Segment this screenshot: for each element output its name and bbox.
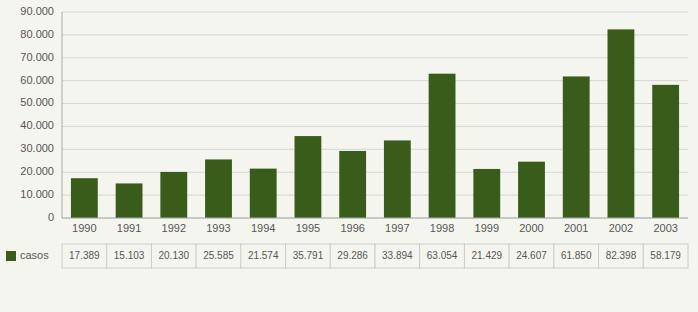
data-label: 35.791 <box>293 250 324 261</box>
data-label: 58.179 <box>650 250 681 261</box>
bar <box>429 74 456 218</box>
x-tick-label: 1995 <box>296 222 320 234</box>
x-tick-label: 2002 <box>609 222 633 234</box>
data-label: 61.850 <box>561 250 592 261</box>
bar <box>563 76 590 218</box>
bar <box>518 162 545 218</box>
table-cell <box>599 244 644 268</box>
grid-line <box>62 149 688 150</box>
y-tick-label: 0 <box>48 211 54 223</box>
grid-line <box>62 126 688 127</box>
table-cell <box>196 244 241 268</box>
legend: casos <box>6 249 49 261</box>
grid-line <box>62 12 688 13</box>
x-tick-label: 1998 <box>430 222 454 234</box>
x-tick-label: 2000 <box>519 222 543 234</box>
bar <box>339 151 366 218</box>
bar <box>473 169 500 218</box>
x-axis-line <box>62 218 688 219</box>
y-axis-line <box>62 12 63 218</box>
table-cell <box>151 244 196 268</box>
x-tick-label: 1996 <box>340 222 364 234</box>
value-table: 17.389 15.103 20.130 25.585 21.574 35.791 29.2… <box>62 244 688 268</box>
table-cell <box>241 244 286 268</box>
y-tick-label: 80.000 <box>20 28 54 40</box>
x-tick-label: 1991 <box>117 222 141 234</box>
y-tick-label: 70.000 <box>20 51 54 63</box>
grid-line <box>62 195 688 196</box>
table-cell <box>286 244 331 268</box>
data-label: 15.103 <box>114 250 145 261</box>
x-tick-label: 2001 <box>564 222 588 234</box>
bar <box>160 172 187 218</box>
table-cell <box>330 244 375 268</box>
table-cell <box>107 244 152 268</box>
grid-line <box>62 218 688 219</box>
background <box>0 0 698 312</box>
x-tick-label: 1999 <box>475 222 499 234</box>
bars <box>71 29 679 218</box>
x-axis: 1990 1991 1992 1993 1994 1995 1996 1997 1998 1999… <box>72 222 678 234</box>
data-label: 29.286 <box>337 250 368 261</box>
table-cell <box>62 244 107 268</box>
y-tick-label: 60.000 <box>20 74 54 86</box>
y-tick-label: 30.000 <box>20 142 54 154</box>
data-label: 21.429 <box>471 250 502 261</box>
bar <box>205 159 232 218</box>
grid-line <box>62 34 688 35</box>
data-label: 33.894 <box>382 250 413 261</box>
bar <box>116 183 143 218</box>
y-tick-label: 40.000 <box>20 119 54 131</box>
data-label: 24.607 <box>516 250 547 261</box>
y-tick-label: 90.000 <box>20 5 54 17</box>
grid-line <box>62 103 688 104</box>
grid-line <box>62 80 688 81</box>
table-cell <box>509 244 554 268</box>
table-cell <box>464 244 509 268</box>
x-tick-label: 2003 <box>653 222 677 234</box>
grid-line <box>62 57 688 58</box>
y-tick-label: 20.000 <box>20 165 54 177</box>
legend-label: casos <box>20 249 49 261</box>
x-tick-label: 1993 <box>206 222 230 234</box>
y-tick-label: 50.000 <box>20 96 54 108</box>
bar <box>295 136 322 218</box>
x-tick-label: 1992 <box>162 222 186 234</box>
grid <box>62 12 688 218</box>
x-tick-label: 1990 <box>72 222 96 234</box>
table-cell <box>554 244 599 268</box>
table-cell <box>375 244 420 268</box>
data-label: 82.398 <box>606 250 637 261</box>
x-tick-label: 1997 <box>385 222 409 234</box>
bar <box>71 178 98 218</box>
data-label: 25.585 <box>203 250 234 261</box>
bar <box>608 29 635 218</box>
bar <box>384 140 411 218</box>
bar <box>652 85 679 218</box>
legend-swatch <box>6 251 16 261</box>
data-label: 20.130 <box>158 250 189 261</box>
table-cell <box>643 244 688 268</box>
bar <box>250 169 277 218</box>
chart: 0 10.000 20.000 30.000 40.000 50.000 60.000 70.… <box>0 0 698 312</box>
x-tick-label: 1994 <box>251 222 275 234</box>
data-label: 21.574 <box>248 250 279 261</box>
table-cell <box>420 244 465 268</box>
data-label: 63.054 <box>427 250 458 261</box>
data-label: 17.389 <box>69 250 100 261</box>
grid-line <box>62 172 688 173</box>
y-axis: 0 10.000 20.000 30.000 40.000 50.000 60.000 70.… <box>20 5 54 223</box>
y-tick-label: 10.000 <box>20 188 54 200</box>
